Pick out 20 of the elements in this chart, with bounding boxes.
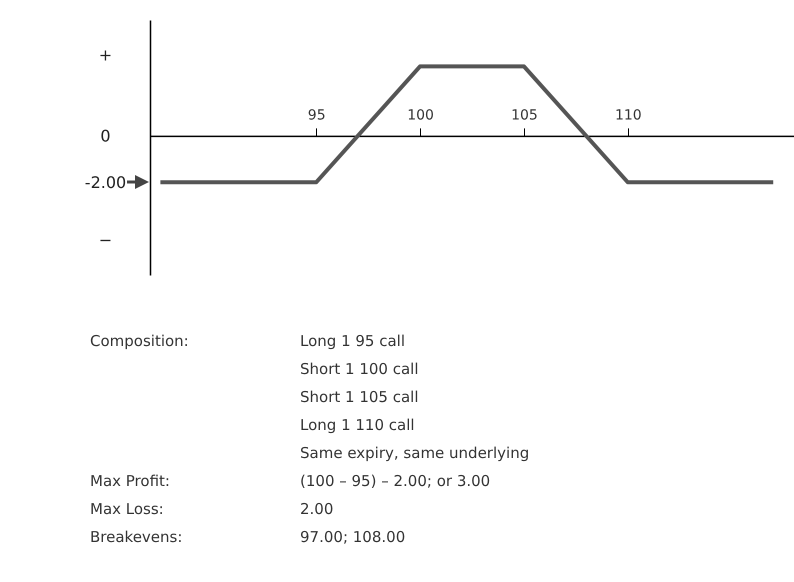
text: Composition: bbox=[90, 332, 190, 350]
text: Same expiry, same underlying bbox=[300, 444, 530, 462]
text: Short 1 100 call bbox=[300, 360, 420, 378]
text: Short 1 105 call bbox=[300, 388, 420, 406]
text: Breakevens: bbox=[90, 528, 184, 546]
text: 2.00 bbox=[300, 500, 334, 518]
y-tick-label: + bbox=[98, 45, 112, 64]
text: Max Loss: bbox=[90, 500, 165, 518]
y-tick-label: − bbox=[98, 230, 112, 250]
x-tick-label: 105 bbox=[511, 107, 538, 124]
y-tick-label: -2.00 bbox=[84, 172, 126, 192]
x-tick-label: 100 bbox=[407, 107, 434, 124]
x-tick-label: 95 bbox=[308, 107, 326, 124]
text: Long 1 95 call bbox=[300, 332, 406, 350]
text: (100 – 95) – 2.00; or 3.00 bbox=[300, 472, 492, 490]
text: Max Profit: bbox=[90, 472, 171, 490]
y-tick-label: 0 bbox=[100, 126, 111, 146]
text: Long 1 110 call bbox=[300, 416, 416, 434]
x-tick-label: 110 bbox=[614, 107, 642, 124]
text: 97.00; 108.00 bbox=[300, 528, 406, 546]
